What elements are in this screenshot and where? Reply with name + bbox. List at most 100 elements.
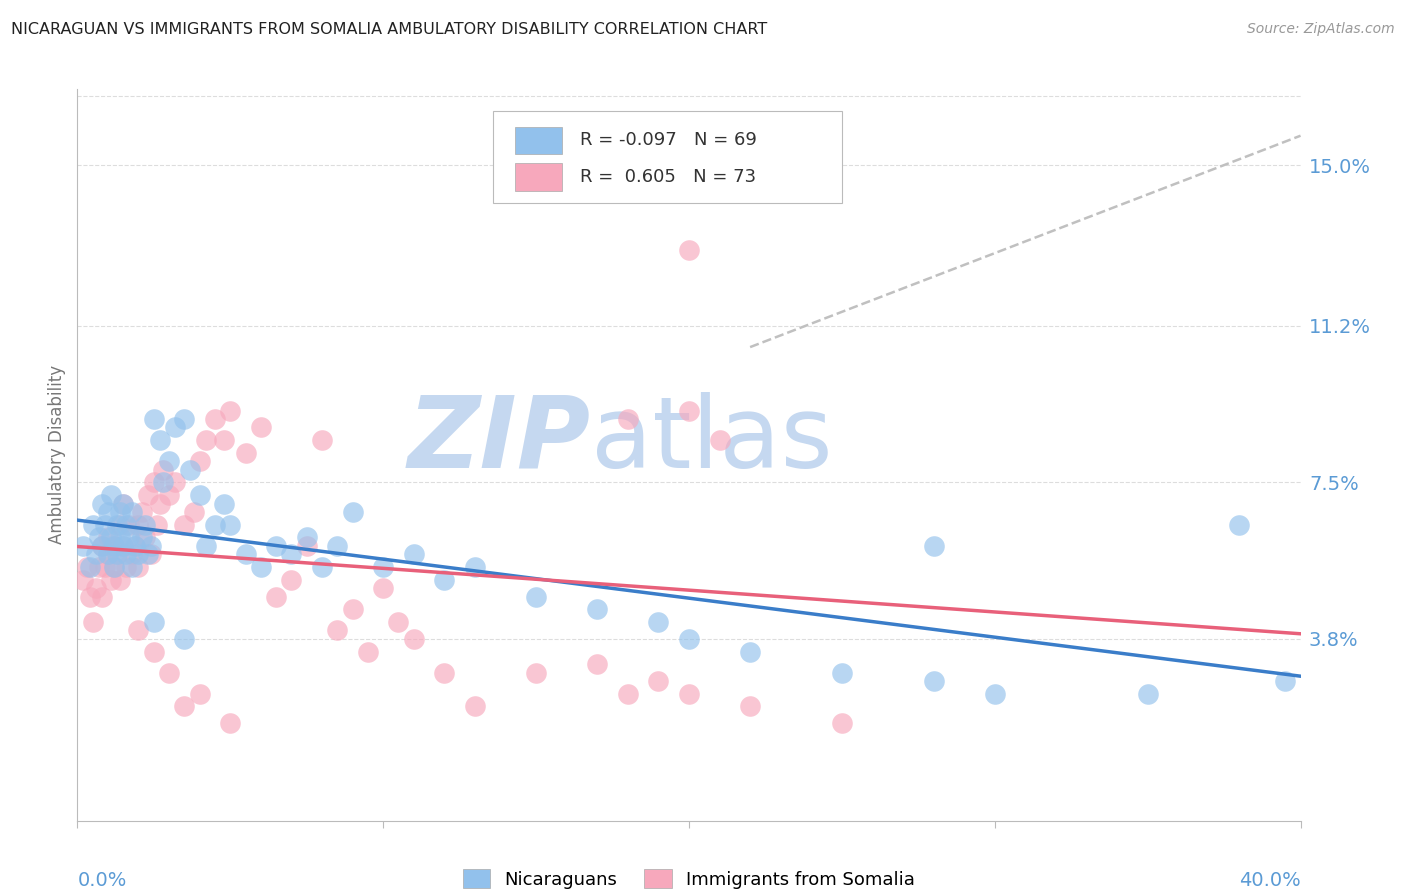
- Point: [433, 665, 456, 680]
- FancyBboxPatch shape: [494, 112, 842, 202]
- Point: [264, 590, 287, 604]
- Point: [678, 687, 700, 701]
- Point: [82, 517, 104, 532]
- Legend: Nicaraguans, Immigrants from Somalia: Nicaraguans, Immigrants from Somalia: [456, 862, 922, 892]
- Point: [90, 590, 112, 604]
- Point: [115, 517, 138, 532]
- Point: [103, 560, 125, 574]
- Point: [103, 539, 125, 553]
- Point: [678, 632, 700, 646]
- Point: [326, 624, 349, 638]
- Point: [311, 433, 333, 447]
- Point: [103, 539, 125, 553]
- Point: [108, 517, 131, 532]
- Point: [647, 615, 669, 629]
- Point: [103, 560, 125, 574]
- Point: [173, 699, 195, 714]
- Point: [188, 454, 211, 468]
- Point: [219, 403, 242, 417]
- Point: [112, 497, 135, 511]
- Text: Source: ZipAtlas.com: Source: ZipAtlas.com: [1247, 22, 1395, 37]
- Point: [90, 497, 112, 511]
- Text: ZIP: ZIP: [408, 392, 591, 489]
- Point: [97, 547, 120, 561]
- Point: [152, 475, 174, 490]
- Point: [831, 665, 853, 680]
- Point: [1229, 517, 1251, 532]
- Point: [235, 547, 257, 561]
- Point: [342, 505, 364, 519]
- Point: [84, 581, 107, 595]
- Point: [922, 674, 945, 689]
- Point: [194, 539, 217, 553]
- Point: [108, 573, 131, 587]
- Point: [149, 497, 172, 511]
- Point: [128, 624, 150, 638]
- Point: [157, 665, 180, 680]
- Point: [173, 517, 195, 532]
- Point: [121, 560, 143, 574]
- Point: [264, 539, 287, 553]
- Point: [709, 433, 731, 447]
- Point: [142, 615, 165, 629]
- Point: [115, 560, 138, 574]
- Point: [131, 530, 153, 544]
- Point: [524, 665, 547, 680]
- Point: [100, 573, 122, 587]
- Point: [84, 547, 107, 561]
- Point: [387, 615, 409, 629]
- Point: [1136, 687, 1159, 701]
- Point: [108, 505, 131, 519]
- Point: [433, 573, 456, 587]
- Point: [105, 547, 128, 561]
- Point: [357, 644, 380, 658]
- Point: [142, 412, 165, 426]
- Point: [922, 539, 945, 553]
- Point: [371, 581, 394, 595]
- Point: [464, 560, 486, 574]
- Point: [157, 488, 180, 502]
- Point: [72, 539, 94, 553]
- Point: [112, 497, 135, 511]
- Point: [112, 539, 135, 553]
- Point: [311, 560, 333, 574]
- Point: [165, 420, 187, 434]
- Point: [142, 644, 165, 658]
- Point: [97, 547, 120, 561]
- Text: 0.0%: 0.0%: [77, 871, 127, 890]
- Point: [740, 699, 762, 714]
- Point: [134, 517, 156, 532]
- Point: [131, 505, 153, 519]
- Point: [204, 517, 226, 532]
- Point: [149, 433, 172, 447]
- Point: [76, 560, 98, 574]
- Point: [173, 632, 195, 646]
- Point: [212, 497, 235, 511]
- Point: [128, 517, 150, 532]
- Point: [121, 547, 143, 561]
- Point: [152, 463, 174, 477]
- Point: [212, 433, 235, 447]
- Point: [128, 547, 150, 561]
- Point: [371, 560, 394, 574]
- Point: [250, 420, 273, 434]
- Point: [90, 539, 112, 553]
- Point: [984, 687, 1007, 701]
- FancyBboxPatch shape: [515, 163, 562, 191]
- Point: [121, 505, 143, 519]
- Text: NICARAGUAN VS IMMIGRANTS FROM SOMALIA AMBULATORY DISABILITY CORRELATION CHART: NICARAGUAN VS IMMIGRANTS FROM SOMALIA AM…: [11, 22, 768, 37]
- Point: [72, 573, 94, 587]
- Point: [678, 243, 700, 257]
- Point: [402, 547, 425, 561]
- Point: [194, 433, 217, 447]
- Point: [617, 412, 640, 426]
- Point: [295, 530, 318, 544]
- Point: [90, 539, 112, 553]
- Point: [342, 602, 364, 616]
- Point: [124, 539, 146, 553]
- Point: [94, 560, 117, 574]
- Point: [740, 644, 762, 658]
- Point: [157, 454, 180, 468]
- Point: [100, 488, 122, 502]
- Point: [105, 517, 128, 532]
